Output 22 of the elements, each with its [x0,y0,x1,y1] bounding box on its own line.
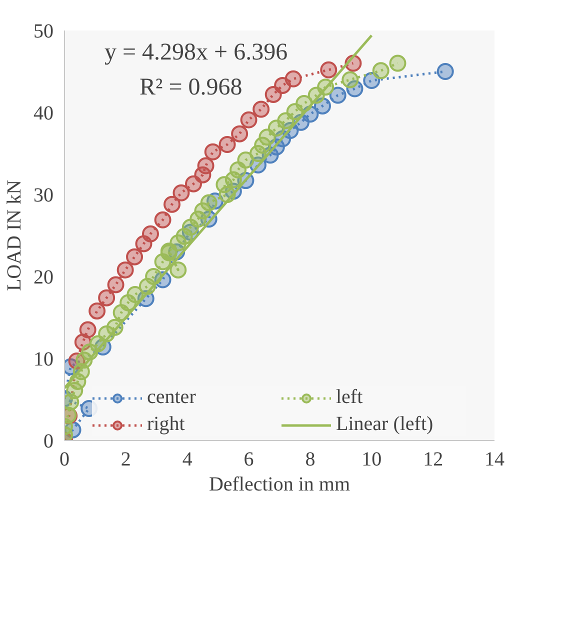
x-tick-label: 8 [305,448,316,470]
x-tick-label: 0 [60,448,70,470]
legend-label: Linear (left) [336,413,434,436]
y-axis-title: LOAD IN kN [4,180,26,292]
y-tick-label: 20 [34,266,54,288]
x-axis-title: Deflection in mm [208,474,350,496]
x-tick-label: 2 [120,448,131,470]
y-tick-label: 50 [34,20,54,42]
y-tick-label: 0 [44,430,54,452]
x-tick-label: 6 [244,448,254,470]
legend-label: right [147,413,186,436]
x-tick-label: 14 [484,448,504,470]
y-tick-label: 40 [34,102,54,124]
y-tick-label: 10 [34,348,54,370]
x-tick-label: 12 [423,448,444,470]
annotation: y = 4.298x + 6.396 [104,40,288,66]
x-tick-label: 10 [362,448,382,470]
annotation: R² = 0.968 [140,74,242,100]
legend-label: left [336,386,364,409]
legend-label: center [147,386,197,409]
y-tick-label: 30 [34,184,54,206]
x-tick-label: 4 [182,448,192,470]
